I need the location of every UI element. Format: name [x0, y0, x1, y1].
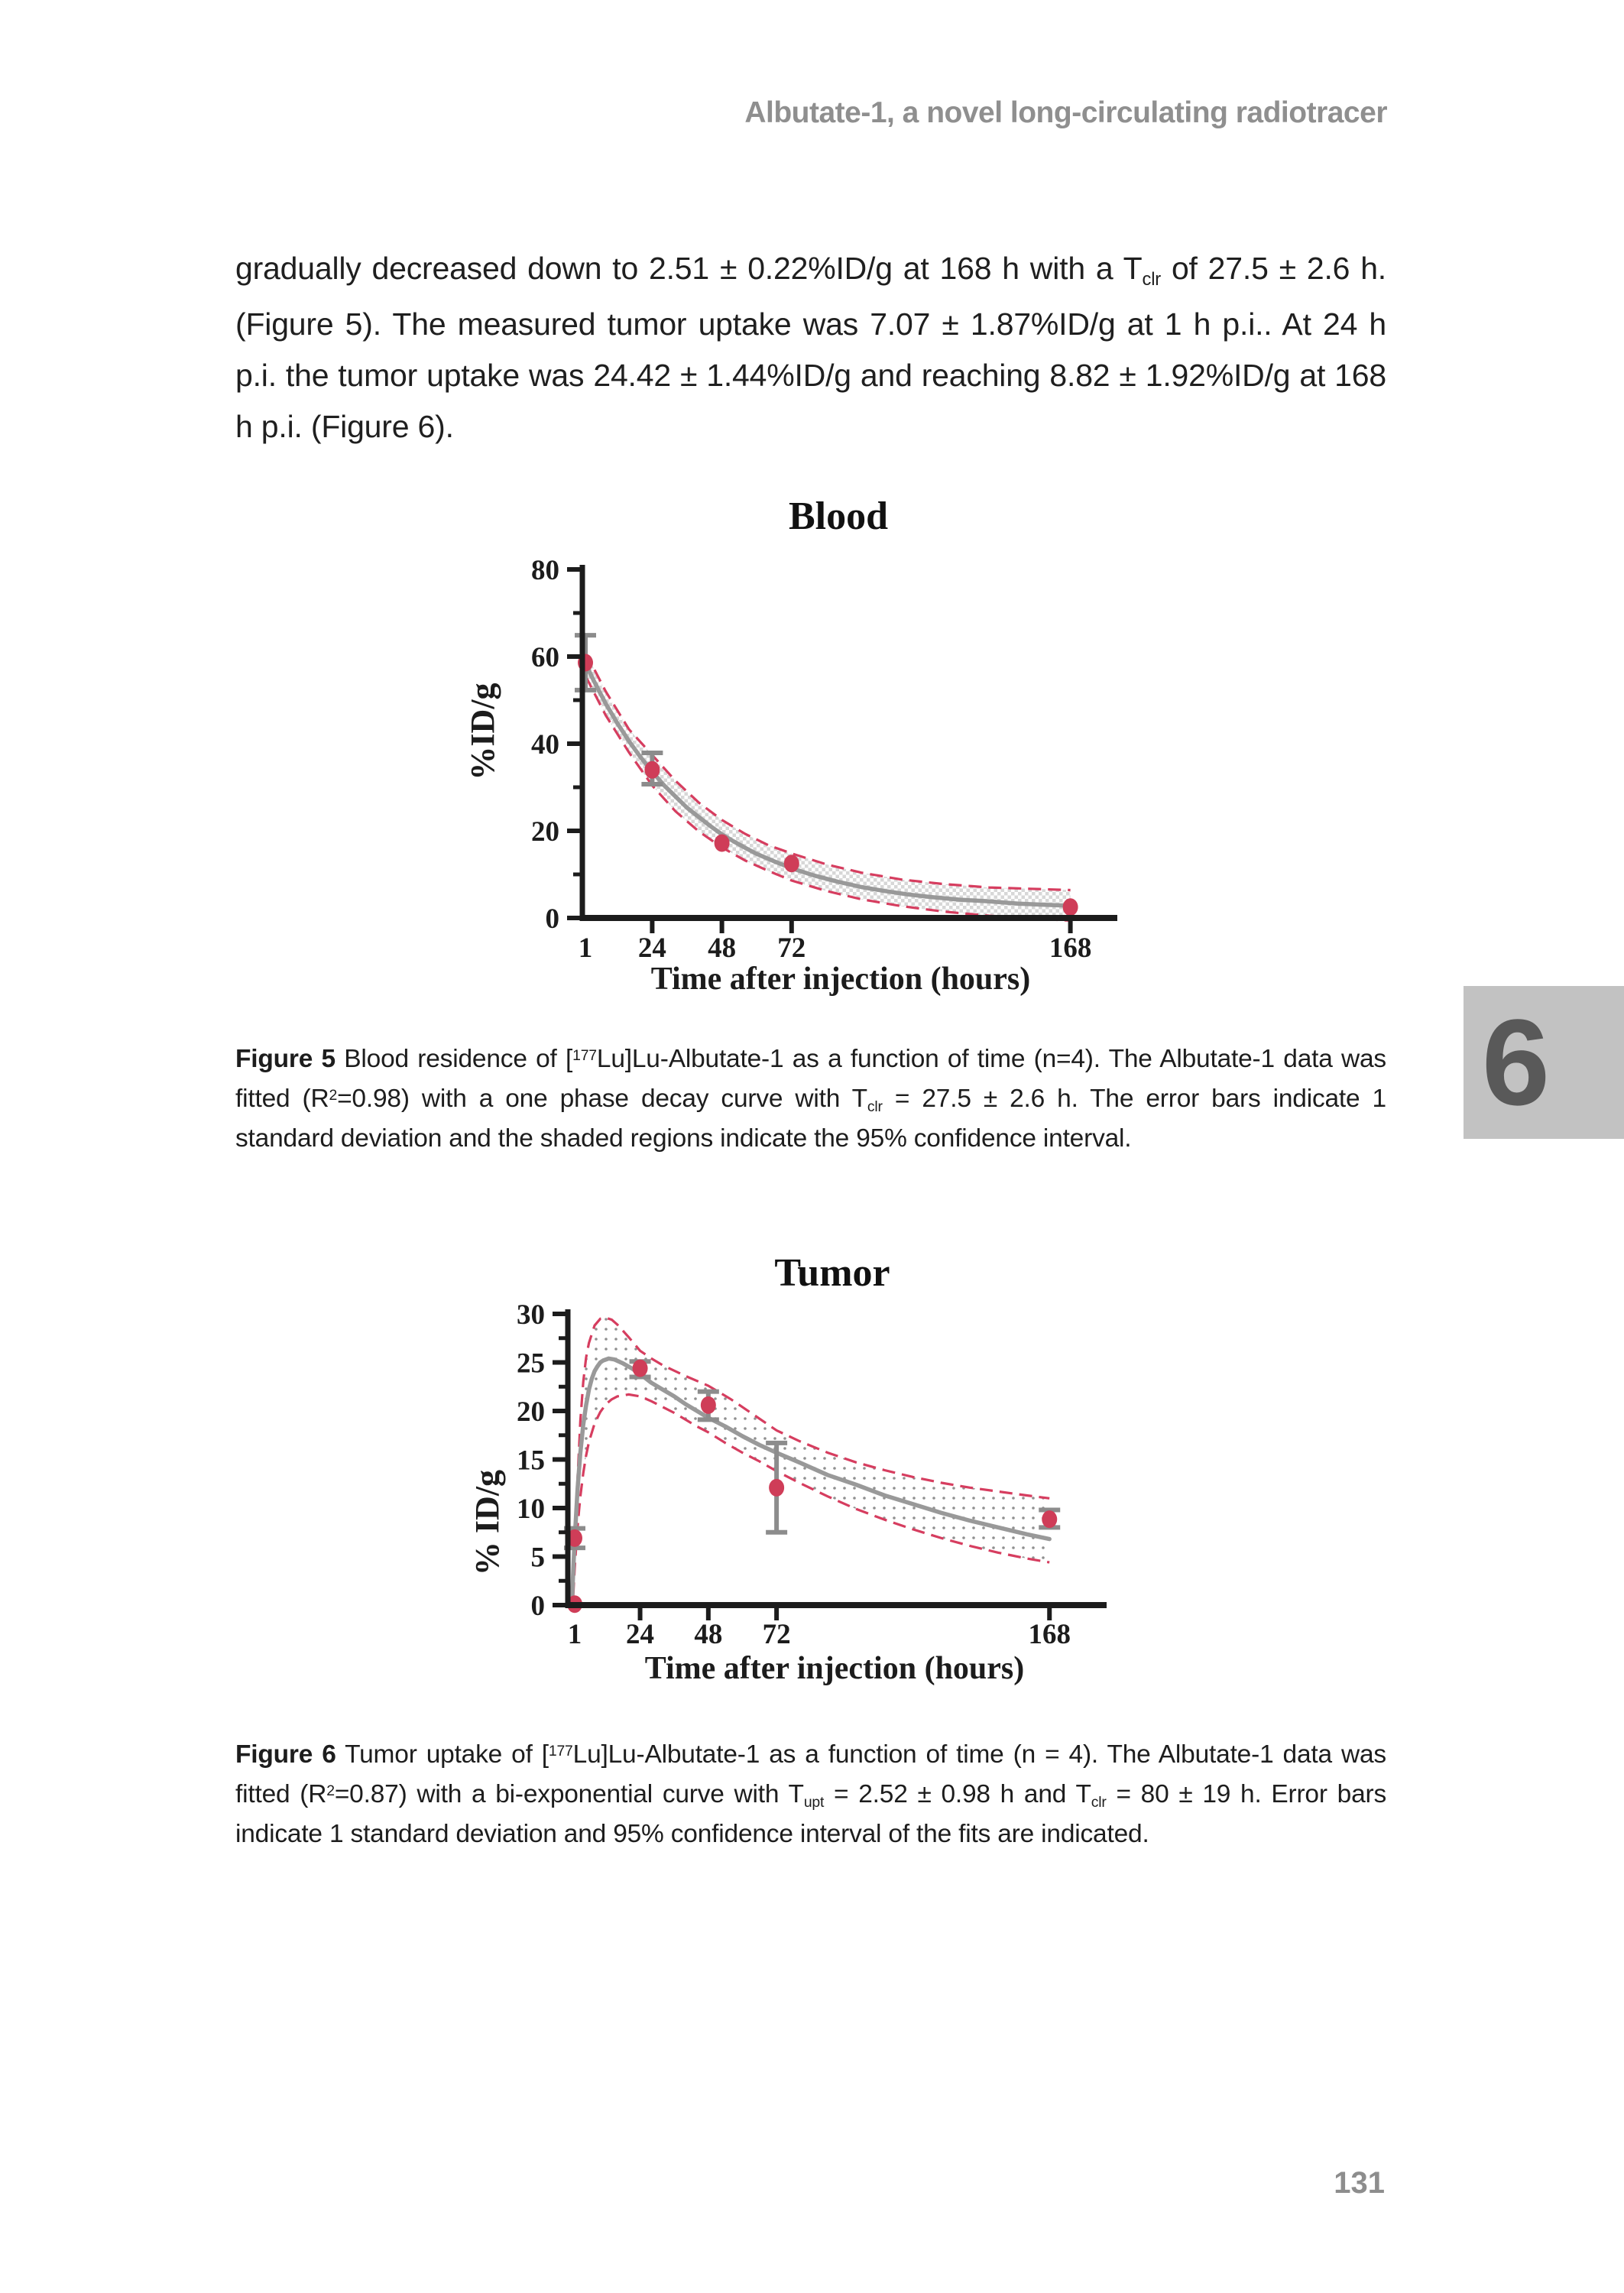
superscript-177: 177 [548, 1743, 573, 1760]
data-point [632, 1359, 648, 1377]
fit-curve [583, 661, 1073, 908]
ci-lower-dashed-line [584, 675, 1071, 922]
superscript-2: 2 [329, 1087, 338, 1104]
superscript-177: 177 [572, 1047, 597, 1065]
figure6-caption: Figure 6 Tumor uptake of [177Lu]Lu-Albut… [235, 1737, 1386, 1852]
caption-text: = 27.5 ± 2.6 h. The error bars indicate … [235, 1085, 1386, 1153]
x-tick-label: 24 [626, 1619, 654, 1650]
x-axis-label: Time after injection (hours) [651, 962, 1031, 997]
x-tick-label: 1 [579, 932, 593, 964]
y-tick-label: 20 [517, 1396, 545, 1428]
x-tick-label: 168 [1028, 1619, 1071, 1650]
superscript-2: 2 [326, 1782, 335, 1800]
y-axis-label: %ID/g [464, 683, 501, 780]
y-tick-label: 25 [517, 1348, 545, 1380]
y-tick-label: 40 [531, 729, 559, 761]
blood-chart: 0 20 40 60 80 1 24 48 72 168 Blood Time after injec… [464, 495, 1117, 997]
body-text: gradually decreased down to 2.51 ± 0.22%… [235, 251, 1143, 286]
x-tick-label: 24 [638, 932, 666, 964]
chapter-tab: 6 [1464, 986, 1624, 1139]
confidence-band [585, 652, 1071, 921]
y-tick-label: 20 [531, 816, 559, 848]
page-number: 131 [1334, 2166, 1385, 2200]
data-point [1062, 898, 1078, 916]
y-tick-label: 10 [517, 1494, 545, 1525]
y-tick-label: 15 [517, 1445, 545, 1477]
body-text: of 27.5 ± 2.6 h. (Figure 5). The measure… [235, 251, 1386, 444]
caption-text: =0.87) with a bi-exponential curve with … [334, 1780, 804, 1808]
x-tick-label: 48 [708, 932, 736, 964]
caption-text: =0.98) with a one phase decay curve with… [337, 1085, 867, 1113]
x-axis-label: Time after injection (hours) [645, 1651, 1025, 1686]
caption-text: Tumor uptake of [ [335, 1740, 549, 1769]
x-tick-label: 168 [1049, 932, 1092, 964]
tumor-chart: 0 5 10 15 20 25 30 1 24 48 72 168 Tumor Time after in… [468, 1251, 1107, 1686]
y-tick-label: 60 [531, 642, 559, 673]
ci-upper-dashed-line [572, 1316, 1050, 1586]
subscript-clr: clr [1091, 1794, 1107, 1811]
data-point [700, 1396, 716, 1414]
y-tick-label: 0 [531, 1591, 546, 1622]
y-axis-label: % ID/g [468, 1470, 506, 1575]
x-tick-label: 48 [694, 1619, 722, 1650]
ci-lower-dashed-line [572, 1393, 1050, 1596]
data-point [644, 761, 660, 779]
caption-text: = 2.52 ± 0.98 h and T [824, 1780, 1091, 1808]
caption-text: Lu]Lu-Albutate-1 as a function of time (… [235, 1740, 1386, 1808]
body-paragraph: gradually decreased down to 2.51 ± 0.22%… [235, 243, 1386, 452]
data-point [783, 855, 799, 873]
chart-title: Blood [789, 495, 888, 538]
subscript-clr: clr [867, 1098, 883, 1116]
y-tick-label: 5 [531, 1542, 546, 1574]
x-tick-label: 72 [763, 1619, 791, 1650]
data-point [769, 1478, 785, 1497]
caption-text: Lu]Lu-Albutate-1 as a function of time (… [235, 1045, 1386, 1113]
caption-text: = 80 ± 19 h. Error bars indicate 1 stand… [235, 1780, 1386, 1848]
confidence-band [573, 1318, 1050, 1596]
figure5-caption: Figure 5 Blood residence of [177Lu]Lu-Al… [235, 1041, 1386, 1156]
chart-title: Tumor [774, 1251, 890, 1295]
figure6-label: Figure 6 [235, 1740, 336, 1769]
data-point [1042, 1510, 1058, 1529]
x-tick-label: 72 [777, 932, 806, 964]
chapter-number: 6 [1482, 994, 1550, 1130]
data-point [714, 834, 730, 852]
subscript-upt: upt [803, 1794, 825, 1811]
x-tick-label: 1 [568, 1619, 582, 1650]
ci-upper-dashed-line [584, 651, 1071, 892]
figure5-label: Figure 5 [235, 1045, 335, 1073]
running-head: Albutate-1, a novel long-circulating rad… [744, 96, 1387, 129]
y-tick-label: 0 [546, 903, 560, 935]
data-point [567, 1529, 582, 1547]
y-tick-label: 80 [531, 555, 559, 586]
caption-text: Blood residence of [ [335, 1045, 573, 1073]
y-tick-label: 30 [517, 1299, 545, 1331]
subscript-clr: clr [1142, 268, 1162, 290]
